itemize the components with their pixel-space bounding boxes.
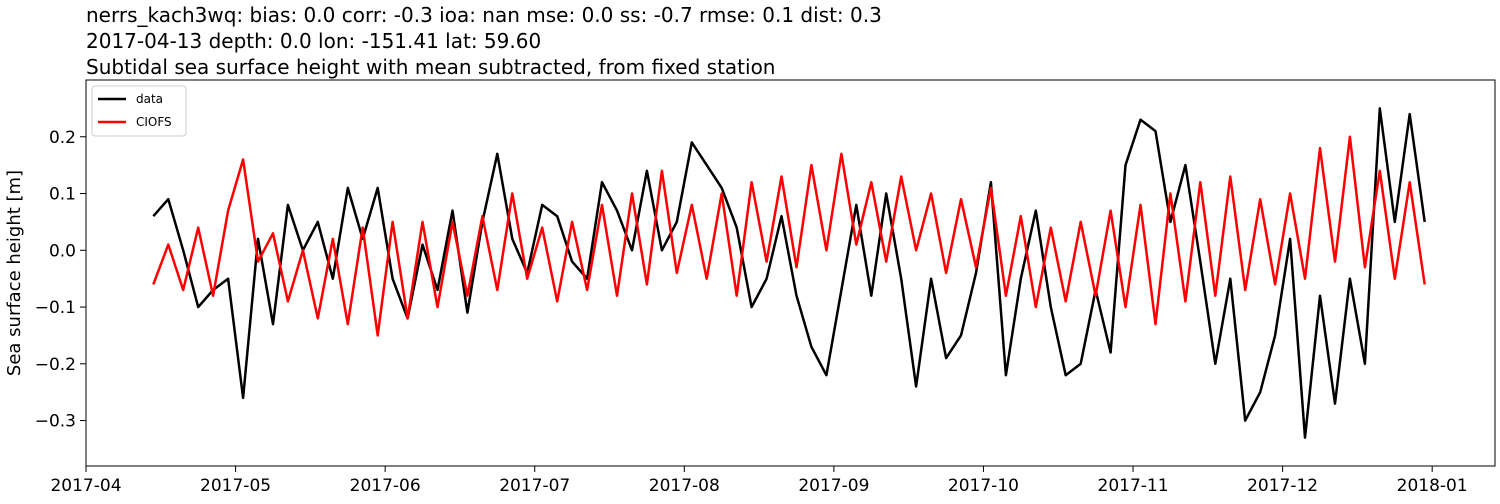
- plot-frame: [85, 79, 1496, 467]
- x-tick-label: 2017-10: [948, 476, 1019, 496]
- chart-title: 2017-04-13 depth: 0.0 lon: -151.41 lat: …: [86, 29, 541, 53]
- y-tick-label: 0.1: [49, 185, 76, 205]
- series-line: [152, 107, 1426, 439]
- y-tick-label: 0.2: [49, 128, 76, 148]
- x-tick-label: 2017-11: [1098, 476, 1169, 496]
- legend-label: data: [136, 92, 163, 106]
- legend: data CIOFS: [91, 85, 187, 137]
- y-tick-label: −0.3: [35, 412, 76, 432]
- x-tick-label: 2017-05: [200, 476, 271, 496]
- y-tick-label: −0.1: [35, 298, 76, 318]
- x-tick-label: 2017-08: [649, 476, 720, 496]
- y-tick-label: −0.2: [35, 355, 76, 375]
- legend-label: CIOFS: [136, 115, 172, 129]
- x-tick-label: 2017-06: [350, 476, 421, 496]
- x-tick-label: 2017-12: [1247, 476, 1318, 496]
- chart-title: Subtidal sea surface height with mean su…: [86, 55, 775, 79]
- y-tick-label: 0.0: [49, 241, 76, 261]
- y-axis-label: Sea surface height [m]: [4, 170, 25, 376]
- x-tick-label: 2018-01: [1397, 476, 1468, 496]
- series-line: [152, 135, 1426, 337]
- chart-title: nerrs_kach3wq: bias: 0.0 corr: -0.3 ioa:…: [86, 3, 882, 27]
- x-tick-label: 2017-04: [50, 476, 121, 496]
- x-tick-label: 2017-09: [798, 476, 869, 496]
- x-tick-label: 2017-07: [499, 476, 570, 496]
